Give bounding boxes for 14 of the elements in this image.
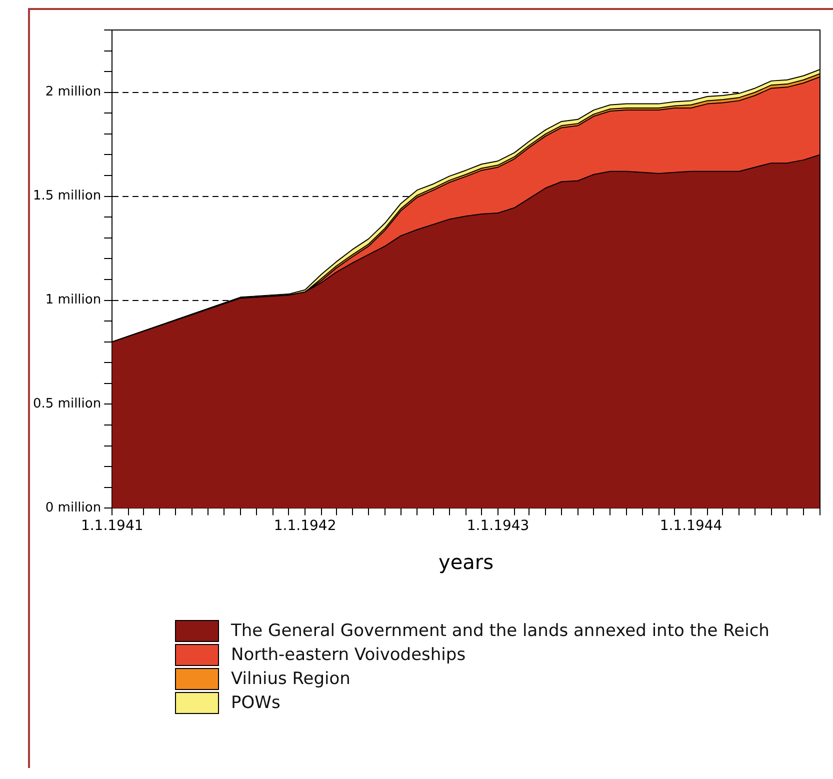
legend-label: The General Government and the lands annexed into the Reich: [231, 621, 770, 641]
y-tick-label: 0 million: [45, 500, 102, 516]
y-tick-label: 2 million: [45, 84, 102, 100]
x-tick-label: 1.1.1942: [274, 518, 336, 534]
legend-label: Vilnius Region: [231, 669, 350, 689]
x-tick-label: 1.1.1941: [80, 518, 144, 534]
legend-label: North-eastern Voivodeships: [231, 645, 466, 665]
x-tick-label: 1.1.1944: [660, 518, 722, 534]
x-axis-title: years: [438, 550, 494, 574]
x-tick-label: 1.1.1943: [466, 518, 530, 534]
y-tick-label: 1 million: [45, 292, 102, 308]
y-tick-label: 1.5 million: [32, 188, 102, 204]
legend-label: POWs: [231, 693, 280, 713]
y-tick-label: 0.5 million: [32, 396, 102, 412]
